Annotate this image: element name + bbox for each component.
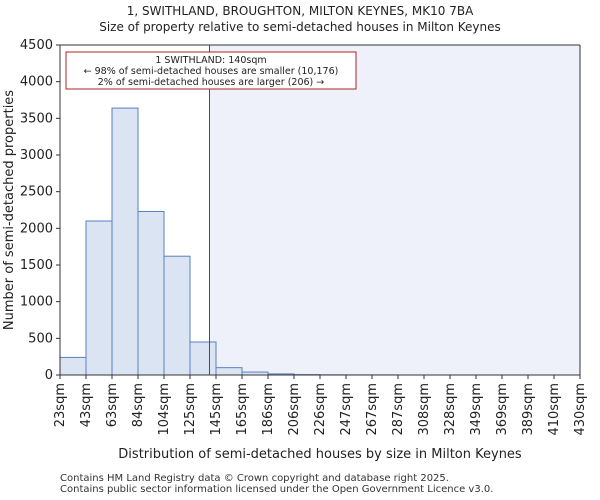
bar xyxy=(111,107,139,376)
x-tick-label: 206sqm xyxy=(287,383,302,436)
bar xyxy=(215,367,243,376)
highlight-region xyxy=(209,45,580,375)
x-tick-label: 84sqm xyxy=(131,383,146,427)
x-tick-label: 145sqm xyxy=(209,383,224,436)
footer-line2: Contains public sector information licen… xyxy=(60,484,494,495)
y-tick-label: 500 xyxy=(28,331,53,346)
bar xyxy=(163,255,191,376)
annotation-line3: 2% of semi-detached houses are larger (2… xyxy=(98,77,325,88)
chart-title-line2: Size of property relative to semi-detach… xyxy=(99,20,501,34)
annotation-line1: 1 SWITHLAND: 140sqm xyxy=(155,55,266,66)
x-tick-label: 389sqm xyxy=(521,383,536,436)
y-tick-label: 2000 xyxy=(20,221,53,236)
y-axis-title: Number of semi-detached properties xyxy=(2,90,17,330)
x-axis-title: Distribution of semi-detached houses by … xyxy=(118,447,522,462)
x-tick-label: 430sqm xyxy=(573,383,588,436)
x-tick-label: 328sqm xyxy=(443,383,458,436)
x-tick-label: 186sqm xyxy=(261,383,276,436)
chart-title-line1: 1, SWITHLAND, BROUGHTON, MILTON KEYNES, … xyxy=(126,4,474,18)
x-tick-label: 247sqm xyxy=(339,383,354,436)
y-tick-label: 4500 xyxy=(20,38,53,53)
footer-line1: Contains HM Land Registry data © Crown c… xyxy=(60,473,449,484)
x-tick-label: 165sqm xyxy=(235,383,250,436)
y-tick-label: 0 xyxy=(45,368,53,383)
y-tick-label: 2500 xyxy=(20,185,53,200)
annotation-box xyxy=(65,51,357,90)
x-tick-label: 43sqm xyxy=(79,383,94,427)
y-tick-label: 4000 xyxy=(20,75,53,90)
y-tick-label: 1000 xyxy=(20,295,53,310)
x-tick-label: 23sqm xyxy=(53,383,68,427)
bar xyxy=(59,356,87,376)
x-tick-label: 267sqm xyxy=(365,383,380,436)
x-tick-label: 104sqm xyxy=(157,383,172,436)
x-tick-label: 226sqm xyxy=(313,383,328,436)
annotation-line2: ← 98% of semi-detached houses are smalle… xyxy=(84,66,339,77)
y-tick-label: 3500 xyxy=(20,111,53,126)
bar xyxy=(137,210,165,376)
x-tick-label: 369sqm xyxy=(495,383,510,436)
bar xyxy=(85,220,113,376)
x-tick-label: 308sqm xyxy=(417,383,432,436)
x-tick-label: 63sqm xyxy=(105,383,120,427)
bar xyxy=(189,341,217,376)
y-tick-label: 3000 xyxy=(20,148,53,163)
x-tick-label: 287sqm xyxy=(391,383,406,436)
x-tick-label: 410sqm xyxy=(547,383,562,436)
x-tick-label: 349sqm xyxy=(469,383,484,436)
x-tick-label: 125sqm xyxy=(183,383,198,436)
y-tick-label: 1500 xyxy=(20,258,53,273)
